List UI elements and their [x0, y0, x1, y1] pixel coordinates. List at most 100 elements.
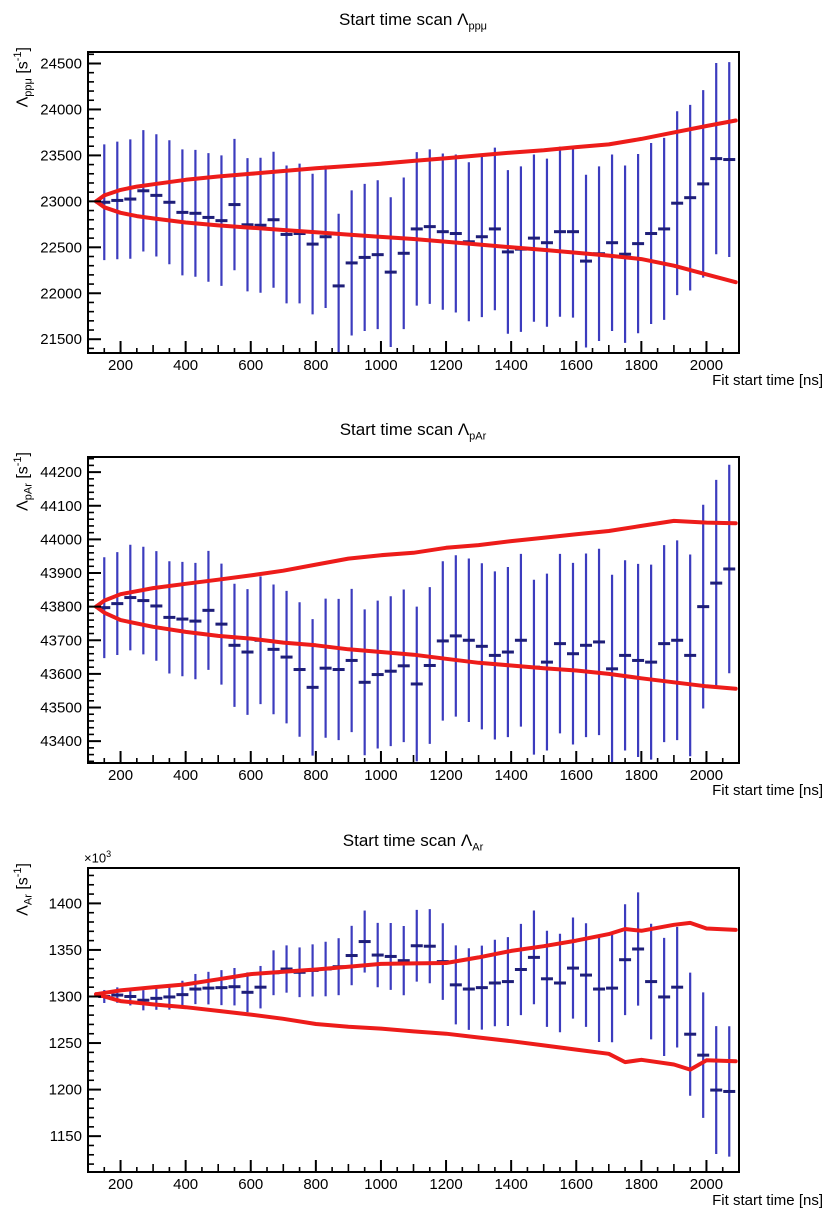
x-tick-label: 400 [173, 767, 198, 784]
data-layer [94, 62, 738, 352]
y-axis-unit-close: ] [14, 47, 32, 52]
y-tick-label: 23000 [40, 193, 82, 210]
band-lower-curve [94, 199, 738, 285]
panel-1-title-text: Start time scan [338, 10, 458, 29]
y-axis-sub: ppμ [22, 78, 35, 97]
panel-2: 200 400 600 800 1000 1200 1400 1600 1800 2000 4340… [40, 456, 740, 784]
x-tick-label: 1400 [494, 1176, 527, 1193]
x-tick-label: 1600 [560, 357, 593, 374]
y-tick-label: 43400 [40, 733, 82, 750]
panel-1: 200 400 600 800 1000 1200 1400 1600 1800 2000 2150… [40, 51, 740, 374]
panel-2-title-text: Start time scan [339, 420, 458, 439]
y-tick-label: 43900 [40, 565, 82, 582]
panel-3-title: Start time scan ΛAr [343, 831, 483, 853]
x-tick-label: 1800 [625, 1176, 658, 1193]
x-tick-label: 2000 [690, 767, 723, 784]
y-axis-unit: [s [14, 466, 32, 484]
y-tick-label: 1250 [49, 1035, 82, 1052]
x-tick-label: 1400 [494, 767, 527, 784]
panel-3-title-sub: Ar [472, 841, 484, 854]
y-tick-label: 22000 [40, 285, 82, 302]
y-tick-label: 44100 [40, 498, 82, 515]
y-tick-label: 1300 [49, 988, 82, 1005]
y-tick-label: 44000 [40, 531, 82, 548]
panel-2-title-sub: pAr [469, 430, 487, 443]
plot-frame [87, 51, 740, 354]
lambda-symbol: Λ [14, 500, 32, 511]
x-tick-label: 600 [238, 357, 263, 374]
x-tick-label: 600 [238, 767, 263, 784]
y-axis-unit-close: ] [14, 452, 32, 457]
y-tick-label: 24000 [40, 101, 82, 118]
lambda-symbol: Λ [14, 905, 32, 916]
band-upper-curve [94, 118, 738, 204]
x-tick-label: 1800 [625, 767, 658, 784]
x-tick-label: 1000 [364, 357, 397, 374]
lambda-symbol: Λ [14, 96, 32, 108]
y-tick-label: 24500 [40, 55, 82, 72]
band-lower-curve [94, 604, 738, 691]
panel-3-y-axis-title: ΛAr [s-1] [8, 863, 39, 916]
exponent-power: 3 [106, 849, 112, 859]
y-tick-label: 43700 [40, 632, 82, 649]
lambda-symbol: Λ [457, 10, 469, 29]
y-axis-unit: [s [14, 61, 32, 79]
exponent-base: ×10 [84, 850, 107, 866]
panel-2-x-axis-title: Fit start time [ns] [712, 782, 823, 799]
y-tick-label: 21500 [40, 331, 82, 348]
x-tick-label: 200 [108, 1176, 133, 1193]
y-tick-label: 44200 [40, 464, 82, 481]
panel-3: 200 400 600 800 1000 1200 1400 1600 1800 2000 1150… [49, 867, 740, 1193]
data-layer [94, 892, 738, 1157]
x-tick-label: 200 [108, 357, 133, 374]
y-axis-unit-close: ] [14, 863, 32, 868]
x-tick-label: 400 [173, 357, 198, 374]
x-tick-label: 800 [303, 357, 328, 374]
x-tick-label: 400 [173, 1176, 198, 1193]
panel-3-title-text: Start time scan [342, 831, 461, 850]
panel-1-title: Start time scan Λppμ [339, 10, 487, 32]
y-axis-sub: Ar [22, 894, 35, 906]
x-tick-label: 1800 [625, 357, 658, 374]
y-tick-label: 1350 [49, 942, 82, 959]
y-tick-label: 1200 [49, 1082, 82, 1099]
x-tick-label: 200 [108, 767, 133, 784]
panel-2-y-axis-title: ΛpAr [s-1] [8, 452, 39, 511]
y-axis-exp: -1 [12, 51, 24, 62]
lambda-symbol: Λ [457, 420, 470, 439]
x-tick-label: 1200 [429, 357, 462, 374]
y-axis-exp: -1 [12, 867, 24, 878]
y-tick-label: 23500 [40, 147, 82, 164]
x-tick-label: 2000 [690, 357, 723, 374]
panel-1-x-axis-title: Fit start time [ns] [712, 372, 823, 389]
x-tick-label: 1400 [494, 357, 527, 374]
x-tick-label: 1600 [560, 767, 593, 784]
band-lower-curve [94, 992, 738, 1072]
y-tick-label: 22500 [40, 239, 82, 256]
y-tick-label: 43800 [40, 599, 82, 616]
x-tick-label: 1000 [364, 767, 397, 784]
y-axis-unit: [s [14, 877, 32, 895]
x-tick-label: 1200 [429, 767, 462, 784]
x-tick-label: 1000 [364, 1176, 397, 1193]
panel-1-y-axis-title: Λppμ [s-1] [8, 47, 39, 107]
x-tick-label: 2000 [690, 1176, 723, 1193]
lambda-symbol: Λ [460, 831, 473, 850]
y-tick-label: 1400 [49, 895, 82, 912]
y-axis-exp: -1 [12, 456, 24, 467]
y-axis-sub: pAr [22, 483, 35, 501]
x-tick-label: 1600 [560, 1176, 593, 1193]
x-tick-label: 600 [238, 1176, 263, 1193]
y-tick-label: 43600 [40, 666, 82, 683]
plot-frame [87, 867, 740, 1173]
data-layer [94, 464, 738, 762]
x-tick-label: 1200 [429, 1176, 462, 1193]
x-tick-label: 800 [303, 767, 328, 784]
panel-3-x-axis-title: Fit start time [ns] [712, 1192, 823, 1209]
panel-3-axis-exponent: ×103 [84, 849, 111, 865]
panel-2-title: Start time scan ΛpAr [340, 420, 487, 442]
band-upper-curve [94, 920, 738, 997]
band-upper-curve [94, 518, 738, 609]
